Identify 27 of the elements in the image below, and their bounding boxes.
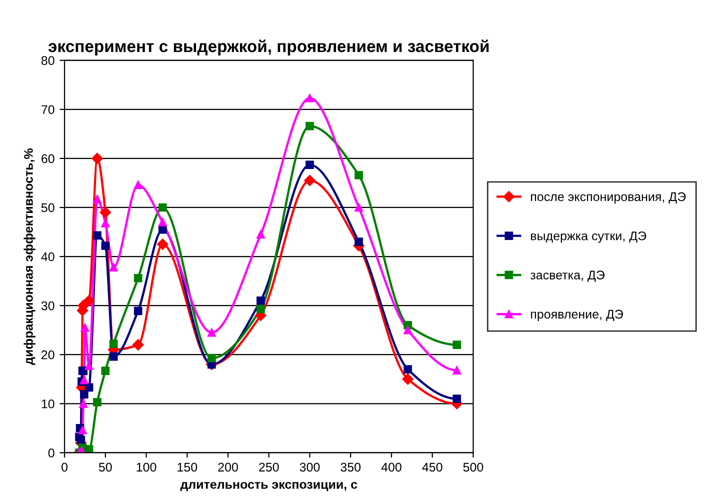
legend-label: выдержка сутки, ДЭ: [531, 231, 646, 243]
y-tick-label: 30: [41, 301, 54, 310]
x-tick-label: 500: [463, 462, 484, 472]
x-tick-label: 200: [218, 462, 238, 472]
x-tick-label: 300: [300, 462, 320, 472]
y-tick-label: 50: [41, 203, 54, 212]
y-tick-label: 10: [42, 399, 54, 408]
legend-label: после экспонирования, ДЭ: [531, 192, 686, 204]
legend-label: засветка, ДЭ: [530, 270, 604, 282]
x-tick-label: 150: [178, 462, 198, 472]
x-axis-title: длительность экспозиции, с: [180, 482, 358, 492]
y-axis-title: дифракционная эффективность,%: [24, 148, 36, 365]
x-tick-label: 450: [422, 462, 442, 472]
x-tick-label: 350: [340, 462, 361, 472]
y-tick-label: 20: [42, 350, 54, 360]
x-tick-label: 250: [259, 462, 279, 472]
legend-label: проявление, ДЭ: [531, 310, 623, 322]
y-tick-label: 70: [42, 105, 54, 114]
x-tick-label: 400: [381, 462, 402, 472]
chart-title: эксперимент с выдержкой, проявлением и засветкой: [48, 40, 489, 56]
y-tick-label: 80: [41, 56, 54, 66]
x-tick-label: 100: [136, 462, 156, 472]
x-tick-label: 0: [62, 462, 68, 472]
x-tick-label: 50: [98, 462, 112, 472]
y-tick-label: 0: [48, 448, 54, 458]
y-tick-label: 60: [42, 154, 54, 164]
y-tick-label: 40: [41, 252, 54, 262]
